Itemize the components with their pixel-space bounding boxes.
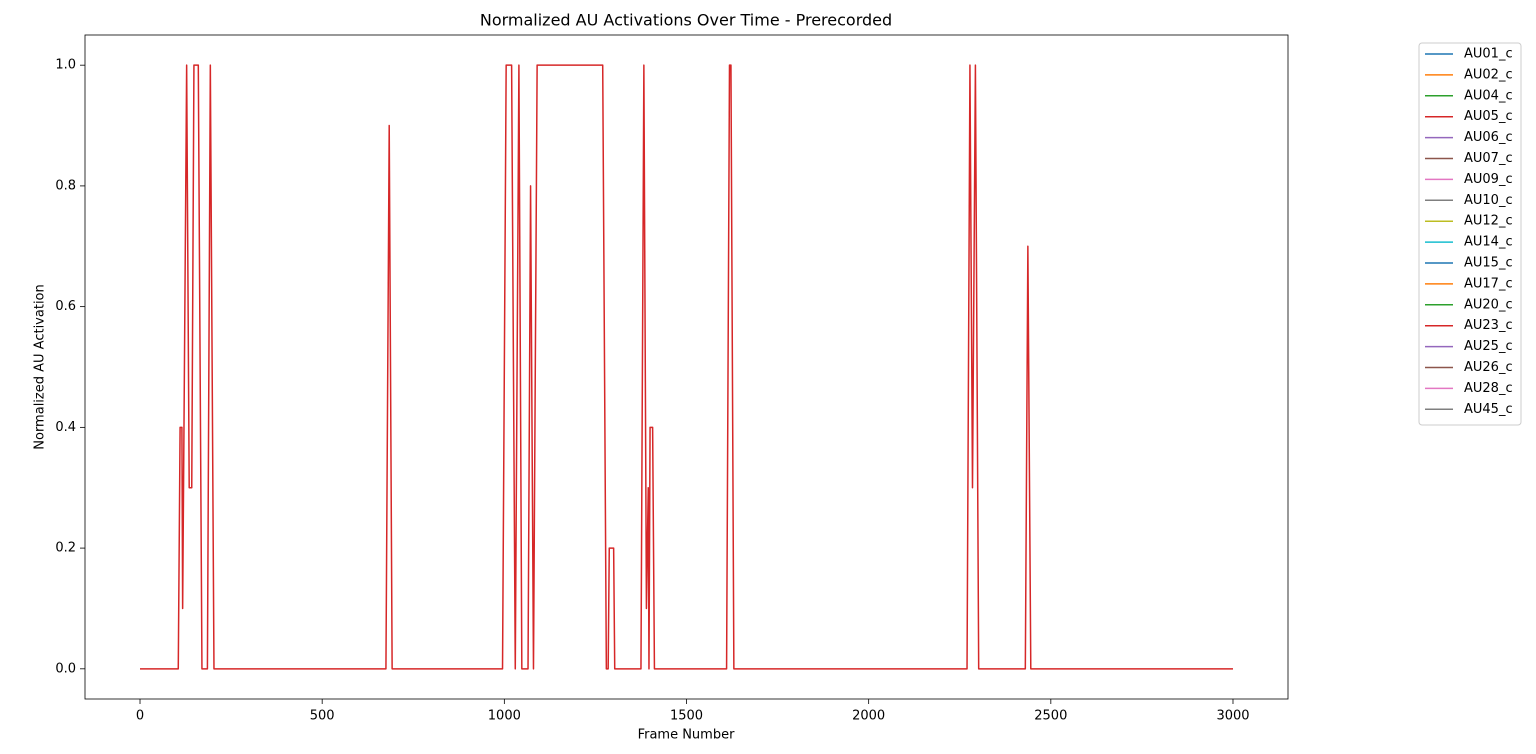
x-tick-label: 2000 [852, 709, 885, 724]
y-tick-label: 0.6 [55, 299, 76, 314]
legend-label: AU01_c [1464, 47, 1513, 62]
y-tick-label: 0.0 [55, 661, 76, 676]
legend-label: AU17_c [1464, 276, 1513, 291]
y-tick-label: 0.8 [55, 178, 76, 193]
legend-label: AU20_c [1464, 297, 1513, 312]
legend-label: AU28_c [1464, 381, 1513, 396]
y-tick-label: 0.2 [55, 541, 76, 556]
legend-label: AU23_c [1464, 318, 1513, 333]
x-tick-label: 1500 [670, 709, 703, 724]
plot-frame [84, 34, 1289, 700]
legend-label: AU26_c [1464, 360, 1513, 375]
legend-label: AU09_c [1464, 172, 1513, 187]
x-tick-label: 2500 [1034, 709, 1067, 724]
series-line [140, 64, 1233, 670]
y-tick-label: 1.0 [55, 58, 76, 73]
legend-label: AU06_c [1464, 130, 1513, 145]
x-tick-label: 3000 [1216, 709, 1249, 724]
legend-label: AU02_c [1464, 67, 1513, 82]
legend-label: AU05_c [1464, 109, 1513, 124]
legend-label: AU45_c [1464, 402, 1513, 417]
legend-label: AU14_c [1464, 235, 1513, 250]
legend-label: AU25_c [1464, 339, 1513, 354]
legend-label: AU15_c [1464, 256, 1513, 271]
x-tick-label: 0 [136, 709, 144, 724]
y-axis-label: Normalized AU Activation [33, 284, 48, 449]
legend-box [1418, 42, 1522, 426]
x-axis-label: Frame Number [638, 728, 736, 743]
legend-label: AU12_c [1464, 214, 1513, 229]
y-tick-label: 0.4 [55, 420, 76, 435]
x-tick-label: 500 [310, 709, 335, 724]
legend-label: AU07_c [1464, 151, 1513, 166]
x-tick-label: 1000 [488, 709, 521, 724]
legend-label: AU10_c [1464, 193, 1513, 208]
legend-label: AU04_c [1464, 88, 1513, 103]
chart-title: Normalized AU Activations Over Time - Pr… [480, 11, 892, 30]
